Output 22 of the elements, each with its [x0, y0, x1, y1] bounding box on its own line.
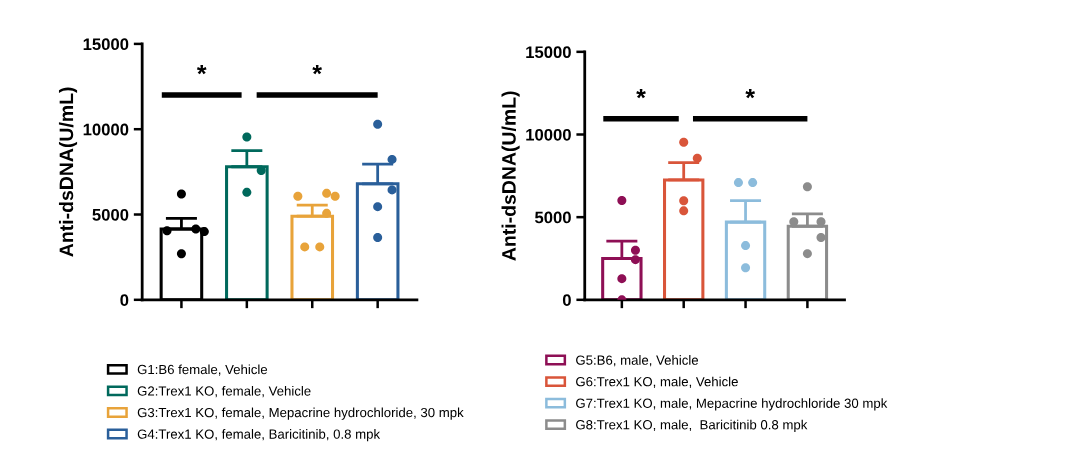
legend-label: G8:Trex1 KO, male, Baricitinib 0.8 mpk — [576, 419, 808, 433]
y-tick-label: 10000 — [83, 123, 129, 136]
y-tick-label: 0 — [562, 294, 571, 307]
legend-label: G2:Trex1 KO, female, Vehicle — [137, 386, 311, 398]
annotation: * — [312, 65, 322, 75]
y-tick-label: 5000 — [92, 208, 129, 221]
legend-label: G1:B6 female, Vehicle — [137, 364, 268, 376]
y-tick-label: 15000 — [526, 46, 571, 59]
legend-label: G7:Trex1 KO, male, Mepacrine hydrochloride 30 mpk — [576, 398, 888, 411]
legend-label: G3:Trex1 KO, female, Mepacrine hydrochloride, 30 mpk — [137, 407, 464, 420]
y-tick-label: 0 — [120, 294, 129, 307]
legend-label: G4:Trex1 KO, female, Baricitinib, 0.8 mpk — [137, 429, 381, 442]
annotation: * — [636, 88, 646, 99]
y-tick-label: 15000 — [83, 38, 129, 51]
legend-label: G6:Trex1 KO, male, Vehicle — [576, 376, 738, 388]
y-axis-title: Anti-dsDNA(U/mL) — [58, 87, 78, 257]
annotation: * — [196, 65, 207, 75]
y-axis-title: Anti-dsDNA(U/mL) — [501, 91, 520, 261]
legend-label: G5:B6, male, Vehicle — [576, 355, 699, 367]
y-tick-label: 10000 — [526, 128, 571, 141]
y-tick-label: 5000 — [534, 211, 571, 224]
annotation: * — [745, 88, 756, 99]
